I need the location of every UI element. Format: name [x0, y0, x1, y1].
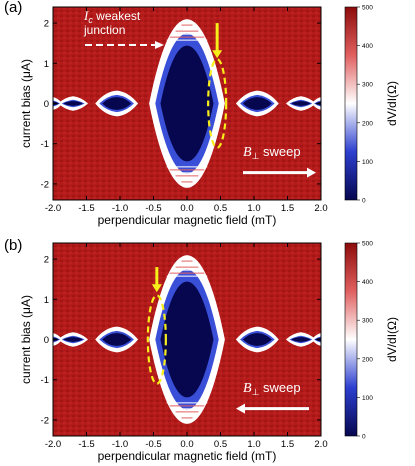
colorbar-tick-label: 100 [362, 159, 373, 166]
y-tick-label: 0 [44, 99, 49, 110]
colorbar-tick-label: 500 [362, 5, 373, 12]
colorbar-label: dV/dI(Ω) [385, 317, 399, 362]
x-tick-label: -1.5 [78, 439, 94, 450]
colorbar-tick-label: 0 [362, 198, 366, 205]
lobe-core [242, 97, 272, 110]
y-tick-label: -1 [41, 375, 49, 386]
panel-b: B⊥ sweep -2.0 -1.5 -1.0 -0.5 0.0 0.5 1.0 1.5 2.0 -… [4, 237, 399, 463]
colorbar-tick-label: 200 [362, 120, 373, 127]
sweep-arrow-head [307, 167, 316, 178]
colorbar [344, 242, 358, 437]
x-tick-label: 0.5 [214, 439, 227, 450]
x-tick-label: 0.5 [214, 203, 227, 214]
yellow-arrow-head [212, 50, 223, 59]
highlight-ellipse [207, 58, 228, 149]
plot-area [53, 7, 321, 200]
x-tick-label: 0.0 [180, 203, 193, 214]
colorbar-tick-label: 100 [362, 395, 373, 402]
x-tick-label: -1.0 [112, 203, 128, 214]
colorbar-tick-label: 0 [362, 434, 366, 441]
lobe-core [291, 337, 311, 342]
lobe [58, 96, 89, 111]
y-tick-label: -1 [41, 139, 49, 150]
lobe-core [160, 281, 214, 398]
x-tick-label: -2.0 [45, 439, 61, 450]
sweep-label: B⊥ sweep [243, 144, 301, 161]
x-tick-label: -0.5 [145, 439, 161, 450]
lobe-core [291, 101, 311, 106]
x-tick-label: 1.5 [281, 439, 294, 450]
y-tick-label: 2 [44, 19, 49, 30]
plot-area [53, 243, 321, 436]
lobe-core [102, 333, 132, 346]
x-tick-label: 2.0 [314, 203, 327, 214]
x-tick-label: -2.0 [45, 203, 61, 214]
yellow-arrow-head [151, 284, 162, 293]
weakest-junction-arrow-head [155, 41, 164, 49]
x-tick-label: -1.0 [112, 439, 128, 450]
y-tick-label: 1 [44, 59, 49, 70]
y-axis-label: current bias (μA) [19, 59, 33, 148]
lobe [285, 332, 316, 347]
x-tick-label: 1.0 [247, 203, 260, 214]
y-tick-label: 2 [44, 255, 49, 266]
lobe [95, 90, 139, 117]
x-tick-label: 1.0 [247, 439, 260, 450]
y-tick-label: 0 [44, 335, 49, 346]
lobe [235, 90, 279, 117]
colorbar-tick-label: 400 [362, 43, 373, 50]
lobe-core [63, 101, 83, 106]
sweep-arrow-head [236, 403, 245, 414]
x-tick-label: 1.5 [281, 203, 294, 214]
y-tick-label: -2 [41, 415, 49, 426]
lobe [149, 255, 225, 424]
colorbar-tick-label: 300 [362, 82, 373, 89]
lobe-core [63, 337, 83, 342]
lobe-core [102, 97, 132, 110]
colorbar-label: dV/dI(Ω) [385, 81, 399, 126]
x-tick-label: 2.0 [314, 439, 327, 450]
lobe [149, 19, 225, 188]
y-tick-label: -2 [41, 179, 49, 190]
lobe [58, 332, 89, 347]
colorbar-tick-label: 200 [362, 356, 373, 363]
lobe-core [242, 333, 272, 346]
highlight-ellipse [146, 294, 167, 385]
y-tick-label: 1 [44, 295, 49, 306]
lobe [95, 326, 139, 353]
colorbar-tick-label: 500 [362, 241, 373, 248]
y-axis-label: current bias (μA) [19, 295, 33, 384]
x-axis-label: perpendicular magnetic field (mT) [98, 213, 277, 227]
x-tick-label: -1.5 [78, 203, 94, 214]
lobe-core [160, 45, 214, 162]
panel-label: (a) [4, 0, 22, 16]
lobe [235, 326, 279, 353]
colorbar-tick-label: 400 [362, 279, 373, 286]
x-tick-label: 0.0 [180, 439, 193, 450]
colorbar [344, 6, 358, 201]
x-tick-label: -0.5 [145, 203, 161, 214]
x-axis-label: perpendicular magnetic field (mT) [98, 449, 277, 463]
weakest-junction-label: Ic weakest [83, 8, 141, 25]
panel-label: (b) [4, 237, 22, 254]
sweep-label: B⊥ sweep [243, 380, 301, 397]
colorbar-tick-label: 300 [362, 318, 373, 325]
weakest-junction-label-line2: junction [83, 23, 125, 37]
